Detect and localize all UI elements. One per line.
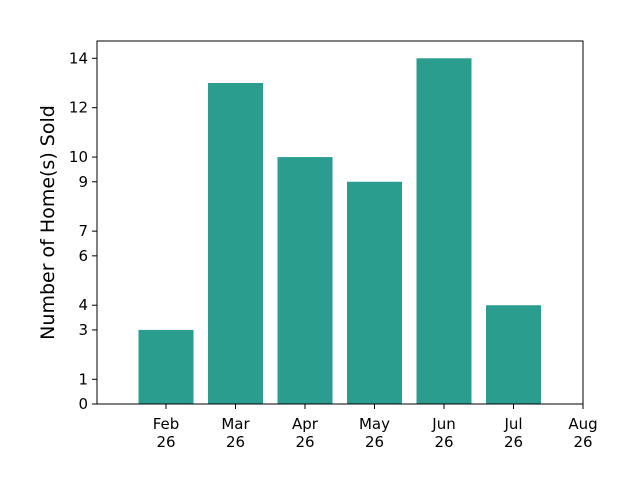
y-axis-label: Number of Home(s) Sold xyxy=(37,105,59,340)
bar-jun-26 xyxy=(416,58,472,405)
x-tick-label: Feb xyxy=(153,415,180,433)
y-tick-label: 12 xyxy=(69,99,88,117)
bar-feb-26 xyxy=(138,329,194,404)
x-tick-label: Aug xyxy=(568,415,597,433)
plot-frame xyxy=(96,40,584,405)
x-tick-label: 26 xyxy=(156,433,175,451)
y-tick-label: 4 xyxy=(78,296,88,314)
x-tick-label: 26 xyxy=(504,433,523,451)
y-tick-label: 6 xyxy=(78,247,88,265)
y-tick-label: 7 xyxy=(78,222,88,240)
bar-apr-26 xyxy=(277,157,333,404)
y-tick-label: 3 xyxy=(78,321,88,339)
bar-may-26 xyxy=(347,181,402,404)
y-tick-label: 1 xyxy=(78,370,88,388)
y-tick-label: 10 xyxy=(69,148,88,166)
x-tick-label: May xyxy=(359,415,390,433)
x-tick-label: 26 xyxy=(365,433,384,451)
x-tick-label: 26 xyxy=(226,433,245,451)
x-tick-label: Mar xyxy=(221,415,250,433)
bar-mar-26 xyxy=(208,82,263,405)
x-tick-label: 26 xyxy=(295,433,314,451)
bar-jul-26 xyxy=(486,305,541,404)
x-tick-label: 26 xyxy=(434,433,453,451)
y-tick-label: 0 xyxy=(78,395,88,413)
y-tick-label: 14 xyxy=(69,49,88,67)
y-tick-label: 9 xyxy=(78,173,88,191)
x-tick-label: 26 xyxy=(573,433,592,451)
x-tick-label: Apr xyxy=(292,415,319,433)
x-tick-label: Jul xyxy=(503,415,522,433)
y-axis-ticks: 0 1 3 4 6 7 9 10 12 14 xyxy=(69,49,97,413)
x-tick-label: Jun xyxy=(431,415,455,433)
bars-group xyxy=(138,58,541,405)
